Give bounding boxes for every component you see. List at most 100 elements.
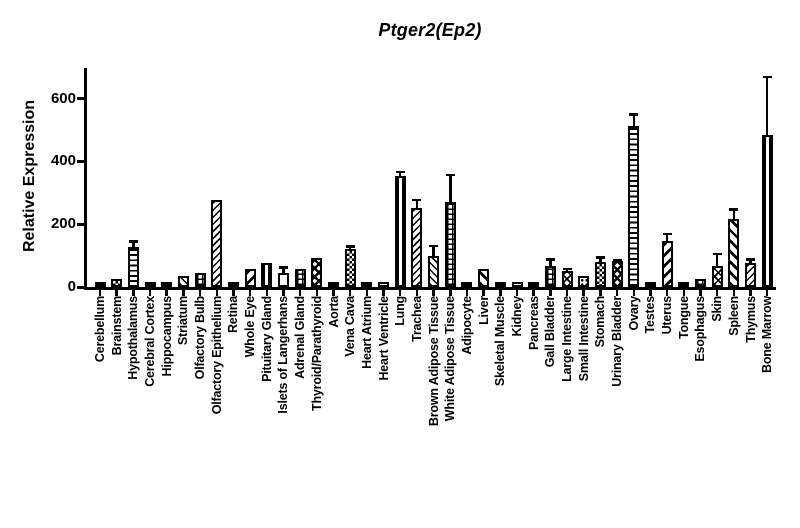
bar-retina xyxy=(227,282,239,287)
bar-islets-of-langerhans xyxy=(277,272,289,287)
x-label-striatum: Striatum xyxy=(176,296,191,346)
x-axis-tick xyxy=(699,290,702,296)
x-label-ovary: Ovary xyxy=(626,296,641,331)
x-label-olfactory-bulb: Olfactory Bulb xyxy=(193,296,208,380)
x-label-thymus: Thymus xyxy=(743,296,758,343)
y-axis-tick xyxy=(77,222,84,226)
error-bar-cap xyxy=(445,173,455,177)
x-axis-tick xyxy=(432,290,435,296)
x-axis-tick xyxy=(499,290,502,296)
error-bar-cap xyxy=(412,198,422,202)
error-bar-stem xyxy=(715,253,719,270)
x-axis-tick xyxy=(232,290,235,296)
bar-brown-adipose-tissue xyxy=(428,255,440,287)
x-label-aorta: Aorta xyxy=(326,296,341,328)
x-label-thyroid-parathyroid: Thyroid/Parathyroid xyxy=(309,296,324,411)
x-label-hypothalamus: Hypothalamus xyxy=(126,296,141,380)
x-label-brown-adipose-tissue: Brown Adipose Tissue xyxy=(426,296,441,427)
y-tick-label: 400 xyxy=(50,152,76,170)
x-label-heart-ventricle: Heart Ventricle xyxy=(376,296,391,381)
x-label-liver: Liver xyxy=(476,296,491,325)
bar-kidney xyxy=(511,282,523,287)
error-bar-cap xyxy=(712,252,722,256)
bar-tongue xyxy=(678,282,690,287)
bar-thyroid-parathyroid xyxy=(311,258,323,287)
chart-title: Ptger2(Ep2) xyxy=(378,20,482,40)
x-axis-tick xyxy=(749,290,752,296)
x-axis-tick xyxy=(315,290,319,296)
x-axis-tick xyxy=(665,290,669,296)
x-axis-tick xyxy=(165,290,168,296)
bar-hypothalamus xyxy=(127,246,139,287)
bar-hippocampus xyxy=(161,282,173,287)
x-axis-tick xyxy=(765,290,769,296)
error-bar-cap xyxy=(278,266,288,269)
error-bar-stem xyxy=(765,76,769,139)
x-axis-tick xyxy=(115,290,118,296)
error-bar-stem xyxy=(132,241,135,251)
x-axis-tick xyxy=(632,290,635,296)
x-axis-tick xyxy=(332,290,335,296)
bar-testes xyxy=(644,282,656,287)
bar-cerebellum xyxy=(94,282,106,287)
bar-skeletal-muscle xyxy=(494,282,506,287)
x-label-stomach: Stomach xyxy=(593,296,608,348)
bar-cerebral-cortex xyxy=(144,282,156,287)
x-label-olfactory-epithelium: Olfactory Epithelium xyxy=(209,296,224,415)
bar-vena-cava xyxy=(344,249,356,287)
error-bar-cap xyxy=(662,232,672,236)
x-label-cerebellum: Cerebellum xyxy=(93,296,107,363)
x-axis-line xyxy=(84,287,776,290)
error-bar-cap xyxy=(612,258,622,262)
y-tick-label: 0 xyxy=(67,278,76,295)
bar-urinary-bladder xyxy=(611,261,623,287)
x-label-tongue: Tongue xyxy=(676,296,691,340)
error-bar-stem xyxy=(282,267,285,277)
error-bar-cap xyxy=(746,258,756,261)
bar-skin xyxy=(711,265,723,287)
x-label-brainstem: Brainstem xyxy=(109,296,124,356)
x-label-islets-of-langerhans: Islets of Langerhans xyxy=(276,296,291,414)
x-label-pancreas: Pancreas xyxy=(526,296,541,350)
bar-esophagus xyxy=(694,278,706,287)
bar-pituitary-gland xyxy=(261,262,273,287)
x-label-large-intestine: Large Intestine xyxy=(560,296,575,382)
x-axis-tick xyxy=(549,290,552,296)
bar-white-adipose-tissue xyxy=(444,201,456,287)
error-bar-cap xyxy=(729,208,739,211)
error-bar-stem xyxy=(599,257,602,266)
error-bar-cap xyxy=(429,244,439,248)
x-label-skeletal-muscle: Skeletal Muscle xyxy=(493,296,508,387)
x-axis-tick xyxy=(365,290,369,296)
x-axis-tick xyxy=(649,290,652,296)
error-bar-stem xyxy=(432,245,435,260)
error-bar-cap xyxy=(762,75,772,79)
x-axis-tick xyxy=(248,290,252,296)
bar-adrenal-gland xyxy=(294,269,306,287)
error-bar-cap xyxy=(128,240,138,243)
bar-brainstem xyxy=(111,278,123,287)
x-label-urinary-bladder: Urinary Bladder xyxy=(610,296,625,387)
x-label-trachea: Trachea xyxy=(409,296,424,342)
x-axis-tick xyxy=(515,290,519,296)
x-label-adrenal-gland: Adrenal Gland xyxy=(293,296,308,379)
bar-olfactory-epithelium xyxy=(211,199,223,287)
bar-ovary xyxy=(628,126,640,287)
x-axis-tick xyxy=(298,290,302,296)
x-axis-tick xyxy=(382,290,385,296)
x-axis-tick xyxy=(132,290,135,296)
error-bar-cap xyxy=(345,245,355,248)
error-bar-cap xyxy=(595,256,605,259)
y-axis-line xyxy=(84,68,87,290)
x-label-esophagus: Esophagus xyxy=(693,296,708,362)
bar-striatum xyxy=(177,276,189,287)
x-label-pituitary-gland: Pituitary Gland xyxy=(259,296,274,382)
bar-whole-eye xyxy=(244,268,256,287)
x-axis-tick xyxy=(532,290,535,296)
x-label-kidney: Kidney xyxy=(510,296,524,337)
x-label-retina: Retina xyxy=(226,296,241,334)
bar-large-intestine xyxy=(561,271,573,287)
bar-thymus xyxy=(745,262,757,287)
x-axis-tick xyxy=(148,290,152,296)
